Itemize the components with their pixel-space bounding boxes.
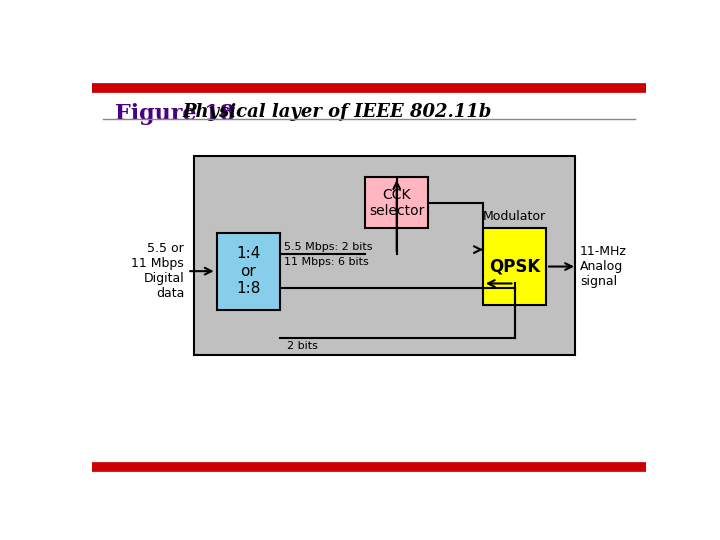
Text: 2 bits: 2 bits: [287, 341, 318, 351]
Text: 5.5 or
11 Mbps
Digital
data: 5.5 or 11 Mbps Digital data: [132, 242, 184, 300]
Text: 11-MHz
Analog
signal: 11-MHz Analog signal: [580, 245, 627, 288]
Text: 1:4
or
1:8: 1:4 or 1:8: [236, 246, 261, 296]
Bar: [194, 157, 575, 355]
Text: Physical layer of IEEE 802.11b: Physical layer of IEEE 802.11b: [183, 103, 492, 122]
Bar: [217, 233, 279, 309]
Text: Modulator: Modulator: [483, 211, 546, 224]
Text: QPSK: QPSK: [489, 258, 540, 275]
Text: 11 Mbps: 6 bits: 11 Mbps: 6 bits: [284, 256, 369, 267]
Bar: [365, 177, 428, 228]
Text: Figure 18: Figure 18: [115, 103, 235, 125]
Text: 5.5 Mbps: 2 bits: 5.5 Mbps: 2 bits: [284, 242, 372, 252]
Text: CCK
selector: CCK selector: [369, 187, 424, 218]
Bar: [483, 228, 546, 305]
